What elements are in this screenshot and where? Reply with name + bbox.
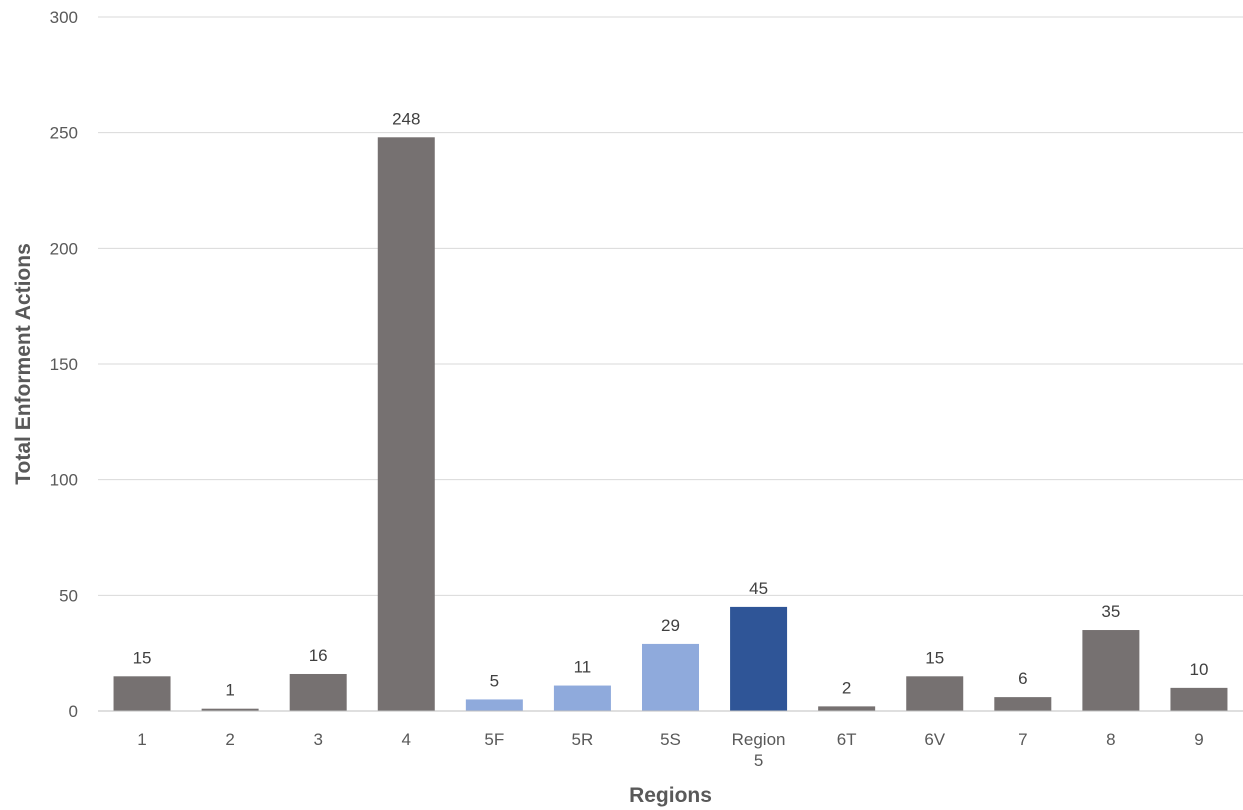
bar [1082,630,1140,711]
x-tick-label: 8 [1106,730,1115,749]
bar [906,676,964,711]
bar [113,676,171,711]
x-tick-label: 6V [924,730,945,749]
data-label: 11 [574,658,592,677]
data-label: 248 [392,109,420,128]
x-tick-label: 3 [313,730,322,749]
x-axis-ticks: 1 2 3 4 5F 5R 5S Region 5 6T 6V 7 8 9 [137,730,1203,770]
data-label: 2 [842,678,851,697]
data-label: 5 [490,671,499,690]
data-labels: 15 1 16 248 5 11 29 45 2 15 6 35 10 [133,109,1209,699]
x-tick-label: 2 [225,730,234,749]
data-label: 29 [661,616,680,635]
data-label: 45 [749,579,768,598]
bar [818,706,876,711]
x-axis-title: Regions [629,784,712,807]
x-tick-label: 5F [484,730,504,749]
y-tick-label: 100 [50,471,78,490]
bar [730,606,788,711]
bar [377,137,435,711]
x-tick-label: 5S [660,730,681,749]
bar [1170,687,1228,711]
x-tick-label: 9 [1194,730,1203,749]
bar [289,673,347,711]
bar [642,643,699,711]
y-tick-label: 0 [69,702,78,721]
bar [201,708,259,711]
x-tick-label: 1 [137,730,146,749]
y-tick-label: 300 [50,8,78,27]
y-axis-ticks: 0 50 100 150 200 250 300 [50,8,78,721]
y-axis-title: Total Enforment Actions [12,243,35,485]
bar [994,697,1052,711]
data-label: 10 [1190,660,1209,679]
y-tick-label: 250 [50,124,78,143]
y-tick-label: 200 [50,239,78,258]
data-label: 15 [133,648,152,667]
x-tick-label: 4 [402,730,411,749]
bar [553,685,611,711]
x-tick-label: 5R [572,730,594,749]
x-tick-label: Region 5 [732,730,786,770]
data-label: 16 [309,646,328,665]
gridlines [98,16,1243,596]
data-label: 1 [225,681,234,700]
data-label: 6 [1018,669,1027,688]
bars [113,137,1228,711]
y-tick-label: 50 [59,586,78,605]
bar [465,699,523,711]
x-tick-label: 6T [837,730,857,749]
y-tick-label: 150 [50,355,78,374]
x-tick-label: 7 [1018,730,1027,749]
data-label: 35 [1101,602,1120,621]
data-label: 15 [925,648,944,667]
